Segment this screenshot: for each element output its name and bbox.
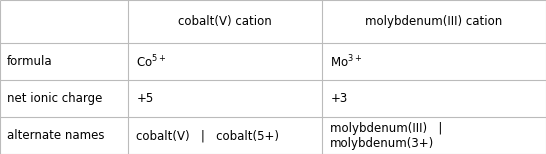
- Text: +3: +3: [330, 92, 348, 105]
- Text: formula: formula: [7, 55, 52, 68]
- Text: Mo$^{3+}$: Mo$^{3+}$: [330, 53, 363, 70]
- Text: +5: +5: [136, 92, 154, 105]
- Text: molybdenum(III)   |
molybdenum(3+): molybdenum(III) | molybdenum(3+): [330, 122, 443, 150]
- Text: Co$^{5+}$: Co$^{5+}$: [136, 53, 167, 70]
- Text: cobalt(V) cation: cobalt(V) cation: [179, 15, 272, 28]
- Text: alternate names: alternate names: [7, 129, 104, 142]
- Text: molybdenum(III) cation: molybdenum(III) cation: [365, 15, 503, 28]
- Text: cobalt(V)   |   cobalt(5+): cobalt(V) | cobalt(5+): [136, 129, 280, 142]
- Text: net ionic charge: net ionic charge: [7, 92, 102, 105]
